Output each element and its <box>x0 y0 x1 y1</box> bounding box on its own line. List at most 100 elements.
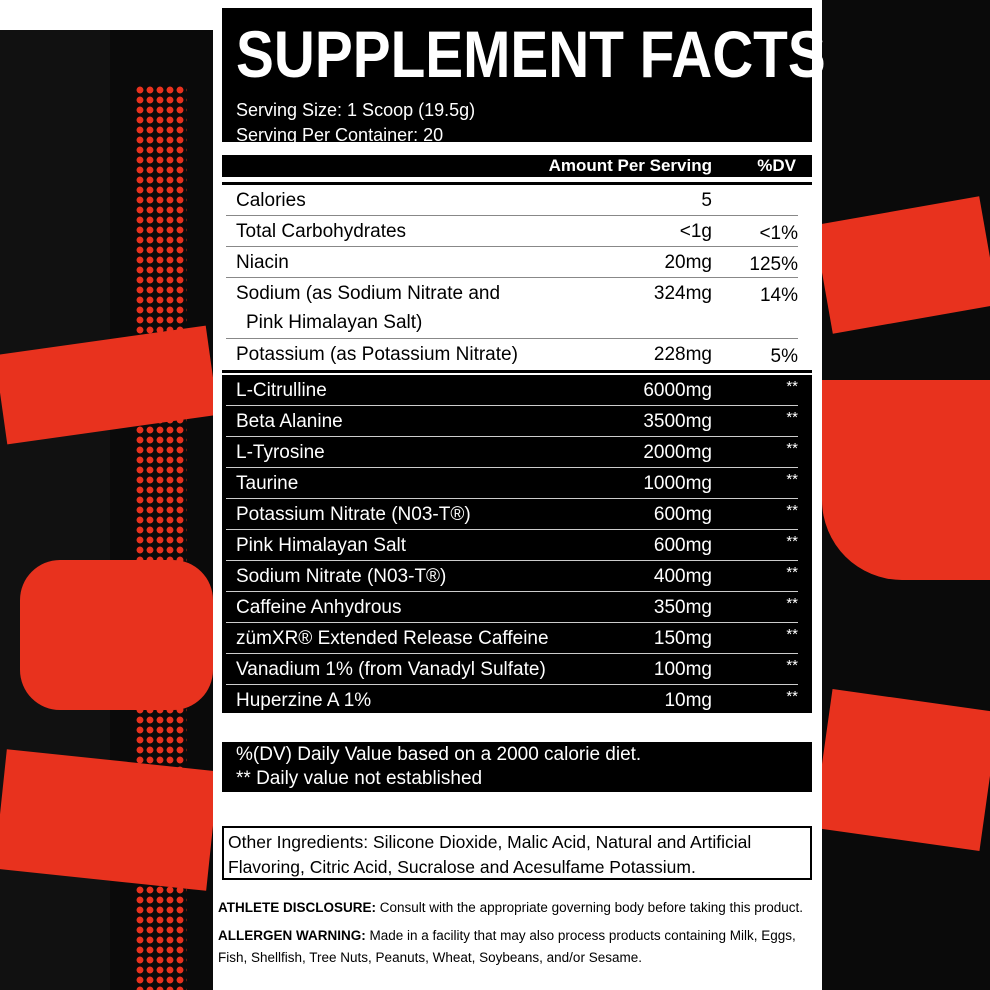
disclosure: ALLERGEN WARNING: Made in a facility tha… <box>218 925 818 969</box>
row: Caffeine Anhydrous 350mg ** <box>222 592 812 623</box>
ingredient-name: Potassium (as Potassium Nitrate) <box>236 344 518 365</box>
row: Sodium Nitrate (N03-T®) 400mg ** <box>222 561 812 592</box>
separator <box>226 467 798 468</box>
footnote: ** Daily value not established <box>236 768 483 789</box>
daily-value: ** <box>786 409 798 426</box>
ingredient-name: Calories <box>236 190 306 211</box>
header: SUPPLEMENT FACTS Serving Size: 1 Scoop (… <box>222 8 826 145</box>
amount: 10mg <box>664 690 712 711</box>
separator <box>226 684 798 685</box>
row: Sodium (as Sodium Nitrate and Pink Himala… <box>222 278 812 339</box>
daily-value: 14% <box>759 285 798 306</box>
daily-value: ** <box>786 564 798 581</box>
disclosure-text: Consult with the appropriate governing b… <box>379 900 804 915</box>
separator <box>226 591 798 592</box>
ingredient-name: zümXR® Extended Release Caffeine <box>236 628 549 649</box>
amount: 600mg <box>653 504 712 525</box>
servings: Serving Per Container: 20 <box>236 125 444 145</box>
amount: 228mg <box>653 344 712 365</box>
separator <box>226 436 798 437</box>
main-nutrients: Calories 5 Total Carbohydrates <1g <1% Niacin… <box>222 182 812 373</box>
amount: 324mg <box>653 283 712 304</box>
daily-value: ** <box>786 440 798 457</box>
blend-ingredients: L-Citrulline 6000mg ** Beta Alanine 3500mg **… <box>222 375 812 713</box>
ingredient-name: Pink Himalayan Salt <box>236 535 407 556</box>
decor <box>813 688 990 852</box>
separator <box>226 529 798 530</box>
serving-size: Serving Size: 1 Scoop (19.5g) <box>236 100 476 120</box>
ingredient-name: Vanadium 1% (from Vanadyl Sulfate) <box>236 659 546 680</box>
ingredient-name: Total Carbohydrates <box>236 221 407 242</box>
amount: <1g <box>679 221 712 242</box>
ingredient-name: Sodium (as Sodium Nitrate and <box>236 283 501 304</box>
amount: 5 <box>701 190 712 211</box>
separator <box>226 405 798 406</box>
ingredient-name: Pink Himalayan Salt) <box>246 312 423 333</box>
decor <box>0 0 213 30</box>
amount: 350mg <box>653 597 712 618</box>
ingredient-name: Potassium Nitrate (N03-T®) <box>236 504 471 525</box>
row: zümXR® Extended Release Caffeine 150mg ** <box>222 623 812 654</box>
row: Beta Alanine 3500mg ** <box>222 406 812 437</box>
row: Total Carbohydrates <1g <1% <box>222 216 812 247</box>
ingredient-name: Niacin <box>236 252 289 273</box>
row: Taurine 1000mg ** <box>222 468 812 499</box>
row: Huperzine A 1% 10mg ** <box>222 685 812 716</box>
daily-value: ** <box>786 502 798 519</box>
amount: 400mg <box>653 566 712 587</box>
disclosure-label: ALLERGEN WARNING: <box>218 928 366 943</box>
daily-value: ** <box>786 688 798 705</box>
daily-value: ** <box>786 533 798 550</box>
separator <box>226 277 798 278</box>
ingredient-name: Huperzine A 1% <box>236 690 372 711</box>
disclosure: ATHLETE DISCLOSURE: Consult with the app… <box>218 897 818 919</box>
column-header: Amount Per Serving %DV <box>222 155 812 177</box>
separator <box>226 622 798 623</box>
daily-value: ** <box>786 626 798 643</box>
footnote: %(DV) Daily Value based on a 2000 calori… <box>236 744 642 765</box>
row: Vanadium 1% (from Vanadyl Sulfate) 100mg *… <box>222 654 812 685</box>
amount: 6000mg <box>643 380 712 401</box>
dot-column <box>135 85 187 990</box>
decor <box>822 380 990 580</box>
daily-value: ** <box>786 595 798 612</box>
ingredient-name: Beta Alanine <box>236 411 343 432</box>
separator <box>226 653 798 654</box>
row: Potassium (as Potassium Nitrate) 228mg 5% <box>222 339 812 370</box>
row: L-Citrulline 6000mg ** <box>222 375 812 406</box>
amount: 600mg <box>653 535 712 556</box>
separator <box>226 498 798 499</box>
daily-value: ** <box>786 378 798 395</box>
daily-value: <1% <box>759 223 798 244</box>
disclosure-text: Made in a facility that may also process… <box>218 928 796 965</box>
ingredient-name: L-Citrulline <box>236 380 327 401</box>
separator <box>226 338 798 339</box>
amount: 100mg <box>653 659 712 680</box>
daily-value: 125% <box>749 254 798 275</box>
ingredient-name: Sodium Nitrate (N03-T®) <box>236 566 447 587</box>
amount: 20mg <box>664 252 712 273</box>
separator <box>226 560 798 561</box>
dv-header: %DV <box>757 156 796 175</box>
amount-header: Amount Per Serving <box>548 156 712 175</box>
row: Pink Himalayan Salt 600mg ** <box>222 530 812 561</box>
ingredient-name: L-Tyrosine <box>236 442 325 463</box>
ingredient-name: Caffeine Anhydrous <box>236 597 402 618</box>
daily-value: ** <box>786 471 798 488</box>
disclosures: ATHLETE DISCLOSURE: Consult with the app… <box>218 897 818 969</box>
disclosure-label: ATHLETE DISCLOSURE: <box>218 900 376 915</box>
separator <box>226 215 798 216</box>
amount: 1000mg <box>643 473 712 494</box>
row: Potassium Nitrate (N03-T®) 600mg ** <box>222 499 812 530</box>
amount: 3500mg <box>643 411 712 432</box>
amount: 2000mg <box>643 442 712 463</box>
amount: 150mg <box>653 628 712 649</box>
separator <box>226 246 798 247</box>
title: SUPPLEMENT FACTS <box>236 17 826 91</box>
row: Calories 5 <box>222 185 812 216</box>
ingredient-name: Taurine <box>236 473 299 494</box>
decor <box>813 196 990 334</box>
row: Niacin 20mg 125% <box>222 247 812 278</box>
footnotes: %(DV) Daily Value based on a 2000 calori… <box>222 742 812 792</box>
